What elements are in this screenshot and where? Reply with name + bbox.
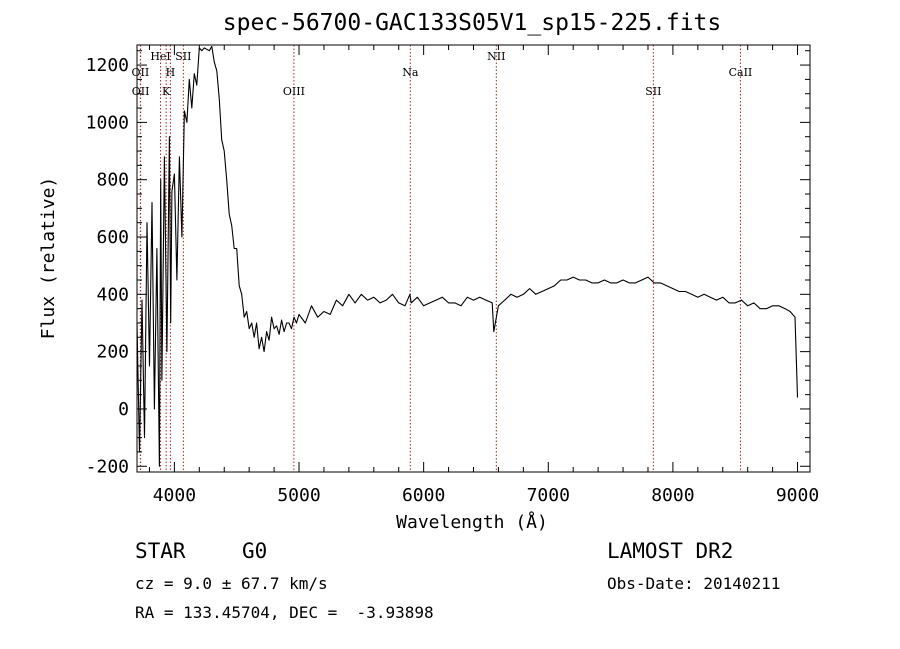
y-tick-label-5: 800 xyxy=(96,170,129,191)
plot-frame xyxy=(136,44,811,473)
survey-label: LAMOST DR2 xyxy=(607,539,734,563)
line-marker-label-2: HeI xyxy=(150,50,170,63)
y-tick-label-3: 400 xyxy=(96,284,129,305)
line-marker-label-4: K xyxy=(162,85,171,98)
x-axis-label: Wavelength (Å) xyxy=(396,511,548,533)
y-axis-label: Flux (relative) xyxy=(38,177,59,340)
line-marker-label-0: OII xyxy=(132,66,150,79)
y-tick-label-2: 200 xyxy=(96,342,129,363)
line-marker-label-3: H xyxy=(166,66,176,79)
x-tick-label-1: 5000 xyxy=(277,485,320,506)
line-marker-label-1: OII xyxy=(132,85,150,98)
line-marker-label-6: OIII xyxy=(283,85,305,98)
y-tick-label-1: 0 xyxy=(118,399,129,420)
x-tick-label-3: 7000 xyxy=(527,485,570,506)
obs-date-text: Obs-Date: 20140211 xyxy=(607,574,781,593)
y-tick-label-4: 600 xyxy=(96,227,129,248)
redshift-text: cz = 9.0 ± 67.7 km/s xyxy=(135,574,328,593)
line-marker-label-9: SII xyxy=(645,85,661,98)
y-tick-label-6: 1000 xyxy=(86,112,129,133)
x-tick-label-5: 9000 xyxy=(776,485,819,506)
line-marker-label-5: SII xyxy=(175,50,191,63)
subclass-label: G0 xyxy=(242,539,268,563)
line-marker-label-10: CaII xyxy=(729,66,753,79)
x-tick-label-0: 4000 xyxy=(153,485,196,506)
y-tick-label-7: 1200 xyxy=(86,55,129,76)
plot-axes: 4000 5000 6000 7000 8000 9000 -200 0 200 400 600 80… xyxy=(86,44,819,506)
y-tick-label-0: -200 xyxy=(86,456,129,477)
line-marker-label-8: NII xyxy=(487,50,505,63)
spectrum-series xyxy=(136,45,799,467)
class-label: STAR xyxy=(135,539,186,563)
x-tick-label-4: 8000 xyxy=(651,485,694,506)
x-tick-label-2: 6000 xyxy=(402,485,445,506)
spectrum-line-0 xyxy=(136,45,799,467)
chart-title: spec-56700-GAC133S05V1_sp15-225.fits xyxy=(223,10,722,36)
line-marker-label-7: Na xyxy=(402,66,419,79)
coordinates-text: RA = 133.45704, DEC = -3.93898 xyxy=(135,603,434,622)
